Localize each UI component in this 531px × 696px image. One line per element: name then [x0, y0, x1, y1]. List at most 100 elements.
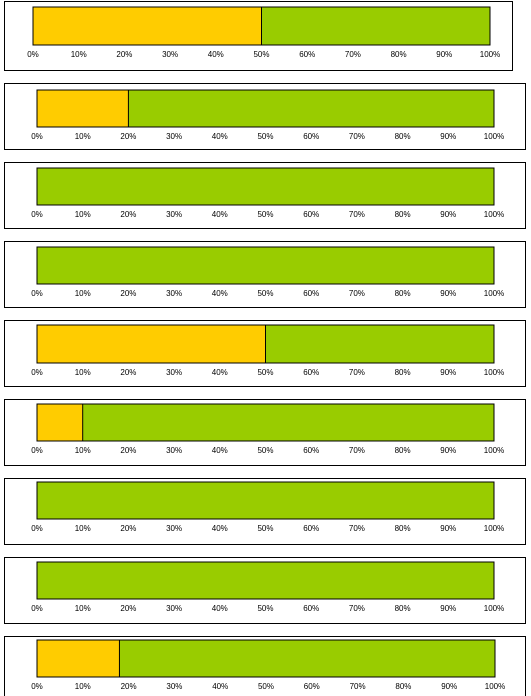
- bar-segment-remaining: [37, 482, 494, 519]
- tick-label: 60%: [303, 446, 319, 455]
- tick-label: 50%: [257, 446, 273, 455]
- tick-label: 100%: [480, 50, 500, 59]
- bar-segment-remaining: [37, 168, 494, 205]
- tick-label: 50%: [257, 604, 273, 613]
- tick-label: 0%: [31, 210, 43, 219]
- tick-label: 80%: [391, 50, 407, 59]
- tick-label: 20%: [120, 132, 136, 141]
- chart-panel-1: 0% 10% 20% 30% 40% 50% 60% 70% 80% 90% 100%: [4, 1, 513, 71]
- tick-label: 40%: [212, 446, 228, 455]
- tick-label: 90%: [440, 289, 456, 298]
- bar-outline: [36, 89, 495, 128]
- tick-label: 10%: [75, 524, 91, 533]
- tick-label: 60%: [299, 50, 315, 59]
- tick-label: 20%: [120, 446, 136, 455]
- tick-label: 20%: [121, 682, 137, 691]
- tick-label: 100%: [484, 210, 504, 219]
- tick-label: 30%: [166, 132, 182, 141]
- tick-label: 0%: [27, 50, 39, 59]
- tick-label: 50%: [257, 368, 273, 377]
- bar-segment-completed: [33, 7, 262, 45]
- tick-label: 30%: [166, 446, 182, 455]
- tick-label: 30%: [166, 368, 182, 377]
- tick-label: 40%: [212, 289, 228, 298]
- tick-label: 30%: [166, 604, 182, 613]
- tick-label: 0%: [31, 289, 43, 298]
- tick-label: 20%: [120, 210, 136, 219]
- tick-label: 40%: [212, 132, 228, 141]
- tick-label: 60%: [303, 289, 319, 298]
- chart-panel-8: 0% 10% 20% 30% 40% 50% 60% 70% 80% 90% 100%: [4, 557, 526, 624]
- tick-label: 90%: [440, 132, 456, 141]
- tick-label: 10%: [75, 446, 91, 455]
- tick-label: 50%: [257, 289, 273, 298]
- chart-panel-7: 0% 10% 20% 30% 40% 50% 60% 70% 80% 90% 100%: [4, 478, 526, 545]
- tick-label: 40%: [212, 604, 228, 613]
- tick-label: 60%: [303, 524, 319, 533]
- tick-label: 60%: [304, 682, 320, 691]
- tick-label: 20%: [120, 604, 136, 613]
- tick-label: 100%: [484, 604, 504, 613]
- tick-label: 50%: [253, 50, 269, 59]
- tick-label: 10%: [75, 132, 91, 141]
- tick-label: 100%: [484, 132, 504, 141]
- tick-label: 50%: [257, 524, 273, 533]
- chart-panel-6: 0% 10% 20% 30% 40% 50% 60% 70% 80% 90% 100%: [4, 399, 526, 466]
- tick-label: 60%: [303, 210, 319, 219]
- bar-segment-completed: [37, 90, 129, 127]
- tick-label: 70%: [345, 50, 361, 59]
- bar-outline: [36, 481, 495, 520]
- bar-outline: [36, 246, 495, 285]
- tick-label: 20%: [120, 524, 136, 533]
- tick-label: 10%: [75, 289, 91, 298]
- tick-label: 80%: [395, 446, 411, 455]
- tick-label: 0%: [31, 604, 43, 613]
- chart-panel-4: 0% 10% 20% 30% 40% 50% 60% 70% 80% 90% 100%: [4, 241, 526, 308]
- tick-label: 90%: [440, 446, 456, 455]
- tick-label: 30%: [166, 524, 182, 533]
- tick-label: 70%: [350, 682, 366, 691]
- bar-segment-completed: [37, 640, 120, 677]
- tick-label: 40%: [212, 210, 228, 219]
- tick-label: 20%: [120, 368, 136, 377]
- tick-label: 80%: [395, 524, 411, 533]
- tick-label: 100%: [484, 289, 504, 298]
- tick-label: 80%: [395, 368, 411, 377]
- tick-label: 30%: [166, 682, 182, 691]
- bar-outline: [36, 403, 495, 442]
- tick-label: 50%: [257, 210, 273, 219]
- tick-label: 70%: [349, 604, 365, 613]
- chart-panel-3: 0% 10% 20% 30% 40% 50% 60% 70% 80% 90% 100%: [4, 162, 526, 229]
- tick-label: 90%: [440, 210, 456, 219]
- bar-segment-completed: [37, 404, 83, 441]
- tick-label: 70%: [349, 524, 365, 533]
- tick-label: 20%: [116, 50, 132, 59]
- tick-label: 90%: [436, 50, 452, 59]
- chart-panel-9: 0% 10% 20% 30% 40% 50% 60% 70% 80% 90% 100%: [4, 636, 526, 696]
- bar-segment-remaining: [128, 90, 494, 127]
- tick-label: 80%: [395, 132, 411, 141]
- tick-label: 0%: [31, 368, 43, 377]
- tick-label: 0%: [31, 132, 43, 141]
- tick-label: 50%: [257, 132, 273, 141]
- tick-label: 90%: [440, 368, 456, 377]
- tick-label: 30%: [162, 50, 178, 59]
- chart-panel-2: 0% 10% 20% 30% 40% 50% 60% 70% 80% 90% 100%: [4, 83, 526, 150]
- tick-label: 80%: [395, 682, 411, 691]
- bar-segment-remaining: [261, 7, 490, 45]
- bar-segment-remaining: [119, 640, 495, 677]
- tick-label: 70%: [349, 368, 365, 377]
- tick-label: 90%: [441, 682, 457, 691]
- chart-panel-5: 0% 10% 20% 30% 40% 50% 60% 70% 80% 90% 100%: [4, 320, 526, 387]
- bar-segment-remaining: [265, 325, 494, 363]
- tick-label: 100%: [484, 524, 504, 533]
- tick-label: 100%: [484, 446, 504, 455]
- tick-label: 20%: [120, 289, 136, 298]
- tick-label: 60%: [303, 368, 319, 377]
- tick-label: 0%: [31, 446, 43, 455]
- tick-label: 100%: [485, 682, 505, 691]
- tick-label: 60%: [303, 132, 319, 141]
- tick-label: 40%: [208, 50, 224, 59]
